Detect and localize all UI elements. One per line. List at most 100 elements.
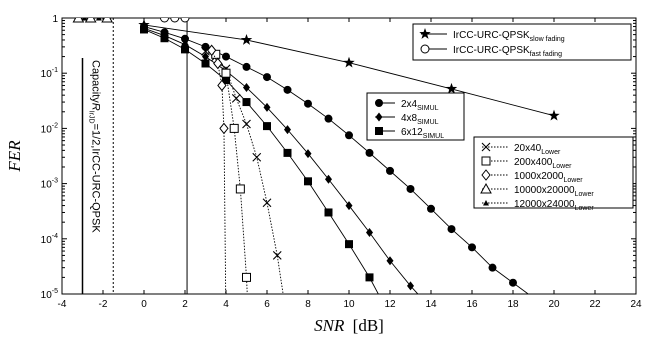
legend-entry-name: IrCC-URC-QPSK xyxy=(453,45,530,56)
series-2-point xyxy=(468,243,476,252)
y-tick-label: 10-4 xyxy=(41,233,58,246)
series-3-point xyxy=(284,125,291,135)
legend-entry-subscript: SIMUL xyxy=(417,105,439,112)
series-4-point xyxy=(365,273,374,282)
y-tick-label: 10-5 xyxy=(41,288,58,301)
y-tick-base: 10 xyxy=(41,235,53,246)
x-tick-label: 2 xyxy=(182,299,188,310)
x-axis-label: SNR [dB] xyxy=(314,316,384,335)
legend-entry-name: 2x4 xyxy=(401,99,418,110)
series-3-point xyxy=(304,149,312,159)
series-4-point xyxy=(222,76,230,85)
legend-marker xyxy=(375,127,383,135)
legend-marker xyxy=(481,169,491,181)
series-6-point xyxy=(235,184,245,194)
series-1-point xyxy=(180,18,190,23)
series-4-point xyxy=(140,25,148,34)
legend-1: IrCC-URC-QPSKslow fadingIrCC-URC-QPSKfas… xyxy=(412,23,632,61)
series-5-point xyxy=(201,46,210,56)
y-tick-exponent: -2 xyxy=(52,122,58,129)
legend-entry-label: 20x40Lower xyxy=(514,143,561,156)
legend-entry-name: 6x12 xyxy=(401,127,423,138)
series-5-point xyxy=(242,119,251,129)
series-3 xyxy=(140,23,419,294)
series-5-point xyxy=(284,319,292,327)
series-8-point xyxy=(84,18,97,23)
legend-marker xyxy=(420,44,430,54)
series-2-point xyxy=(488,263,497,272)
series-1-point xyxy=(160,18,169,23)
legend-entry-name: 20x40 xyxy=(514,143,542,154)
series-0-point xyxy=(343,56,355,68)
legend-3-box xyxy=(473,136,634,209)
capacity-annotation-main: Capacity xyxy=(90,60,102,103)
y-tick-exponent: -1 xyxy=(52,67,58,74)
series-2-point xyxy=(263,73,271,82)
series-2-point xyxy=(427,204,435,213)
y-tick-label: 1 xyxy=(52,14,58,25)
x-tick-label: 8 xyxy=(305,299,311,310)
legend-entry-label: 10000x20000Lower xyxy=(514,185,594,198)
capacity-annotation: CapacityRIrJD=1/2,IrCC-URC-QPSK xyxy=(88,60,102,233)
legend-entry-subscript: Lower xyxy=(575,191,595,198)
y-tick-label: 10-2 xyxy=(41,122,58,135)
series-1 xyxy=(160,18,190,23)
series-2-point xyxy=(447,225,456,234)
series-7 xyxy=(207,44,230,328)
series-8 xyxy=(72,18,113,23)
x-tick-label: -2 xyxy=(99,299,108,310)
y-tick-exponent: -3 xyxy=(52,178,58,185)
series-4-point xyxy=(386,312,394,320)
series-4-point xyxy=(201,59,210,68)
series-6 xyxy=(211,49,253,327)
legend-entry-label: 6x12SIMUL xyxy=(401,127,444,140)
series-1-point xyxy=(170,18,180,23)
x-tick-label: 24 xyxy=(630,299,642,310)
legend-entry-name: IrCC-URC-QPSK xyxy=(453,30,530,41)
capacity-annotation-rest: =1/2,IrCC-URC-QPSK xyxy=(90,124,102,234)
legend-entry-subscript: Lower xyxy=(541,149,561,156)
x-tick-label: 18 xyxy=(507,299,519,310)
series-2-point xyxy=(365,148,374,157)
series-5-point xyxy=(262,198,272,208)
series-9 xyxy=(81,18,102,21)
x-tick-label: 12 xyxy=(384,299,396,310)
series-3-point xyxy=(202,52,209,62)
series-0-point xyxy=(548,109,560,121)
legend-marker xyxy=(480,182,492,194)
x-axis-label-unit: [dB] xyxy=(353,316,384,335)
x-tick-label: 20 xyxy=(548,299,560,310)
legend-entry-subscript: Lower xyxy=(552,163,572,170)
series-7-line xyxy=(211,50,227,294)
series-6-point xyxy=(221,68,231,78)
series-7-point xyxy=(222,318,230,328)
legend-entry-label: 2x4SIMUL xyxy=(401,99,439,112)
x-tick-label: 6 xyxy=(264,299,270,310)
series-5-point xyxy=(252,152,262,162)
legend-entry-name: 4x8 xyxy=(401,113,418,124)
legend-entry-name: 200x400 xyxy=(514,157,553,168)
series-6-point xyxy=(245,319,253,327)
series-2-point xyxy=(509,278,517,287)
series-2-point xyxy=(386,166,394,175)
y-tick-base: 10 xyxy=(41,180,53,191)
legend-entry-label: 1000x2000Lower xyxy=(514,171,583,184)
y-tick-exponent: -4 xyxy=(52,233,58,240)
y-tick-exponent: -5 xyxy=(52,288,58,295)
series-5-point xyxy=(272,251,282,260)
series-8-point xyxy=(72,18,85,23)
series-7-point xyxy=(213,57,223,70)
y-axis-label: FER xyxy=(5,140,24,173)
series-6-line xyxy=(215,54,248,294)
series-6-point xyxy=(229,123,239,133)
legend-marker xyxy=(375,112,383,122)
series-3-point xyxy=(263,102,271,112)
legend-marker xyxy=(481,142,491,152)
x-tick-label: 14 xyxy=(425,299,437,310)
y-tick-label: 10-3 xyxy=(41,178,58,191)
capacity-annotation-sub: IrJD xyxy=(88,111,95,124)
series-2-point xyxy=(304,99,312,108)
x-tick-label: 22 xyxy=(589,299,601,310)
